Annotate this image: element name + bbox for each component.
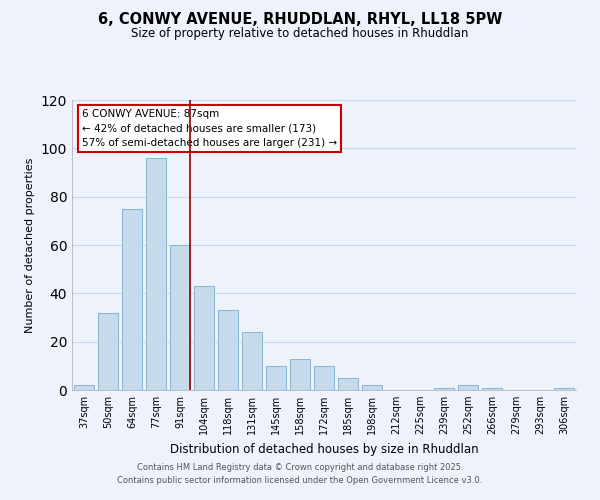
Bar	[98, 312, 118, 390]
Bar	[218, 310, 238, 390]
Bar	[122, 209, 142, 390]
Bar	[434, 388, 454, 390]
Bar	[146, 158, 166, 390]
X-axis label: Distribution of detached houses by size in Rhuddlan: Distribution of detached houses by size …	[170, 442, 478, 456]
Bar	[194, 286, 214, 390]
Text: 6 CONWY AVENUE: 87sqm
← 42% of detached houses are smaller (173)
57% of semi-det: 6 CONWY AVENUE: 87sqm ← 42% of detached …	[82, 108, 337, 148]
Text: Contains HM Land Registry data © Crown copyright and database right 2025.: Contains HM Land Registry data © Crown c…	[137, 464, 463, 472]
Bar	[170, 245, 190, 390]
Bar	[242, 332, 262, 390]
Text: Contains public sector information licensed under the Open Government Licence v3: Contains public sector information licen…	[118, 476, 482, 485]
Bar	[482, 388, 502, 390]
Bar	[290, 358, 310, 390]
Bar	[74, 385, 94, 390]
Text: 6, CONWY AVENUE, RHUDDLAN, RHYL, LL18 5PW: 6, CONWY AVENUE, RHUDDLAN, RHYL, LL18 5P…	[98, 12, 502, 28]
Bar	[554, 388, 574, 390]
Bar	[362, 385, 382, 390]
Bar	[458, 385, 478, 390]
Bar	[338, 378, 358, 390]
Y-axis label: Number of detached properties: Number of detached properties	[25, 158, 35, 332]
Text: Size of property relative to detached houses in Rhuddlan: Size of property relative to detached ho…	[131, 28, 469, 40]
Bar	[266, 366, 286, 390]
Bar	[314, 366, 334, 390]
